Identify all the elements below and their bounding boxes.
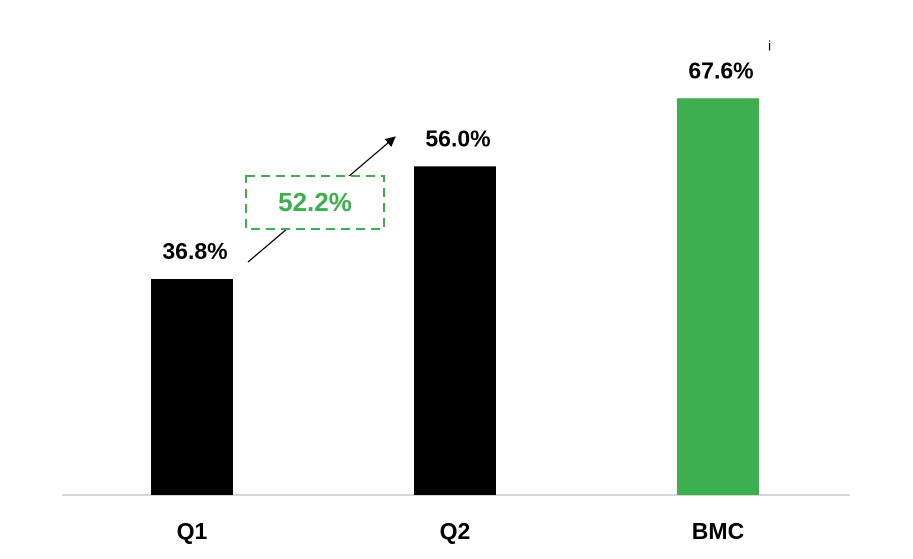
bar [677, 98, 759, 495]
x-tick-label: Q2 [440, 518, 471, 544]
bar [151, 279, 233, 495]
x-tick-label: BMC [692, 518, 744, 544]
value-label: 67.6% [688, 57, 753, 83]
footnote-marker: i [768, 38, 771, 54]
value-label: 36.8% [162, 238, 227, 264]
x-tick-label: Q1 [177, 518, 208, 544]
value-label: 56.0% [425, 125, 490, 151]
bar [414, 166, 496, 496]
annotation-box [245, 175, 385, 230]
annotation: 52.2% [278, 187, 352, 217]
